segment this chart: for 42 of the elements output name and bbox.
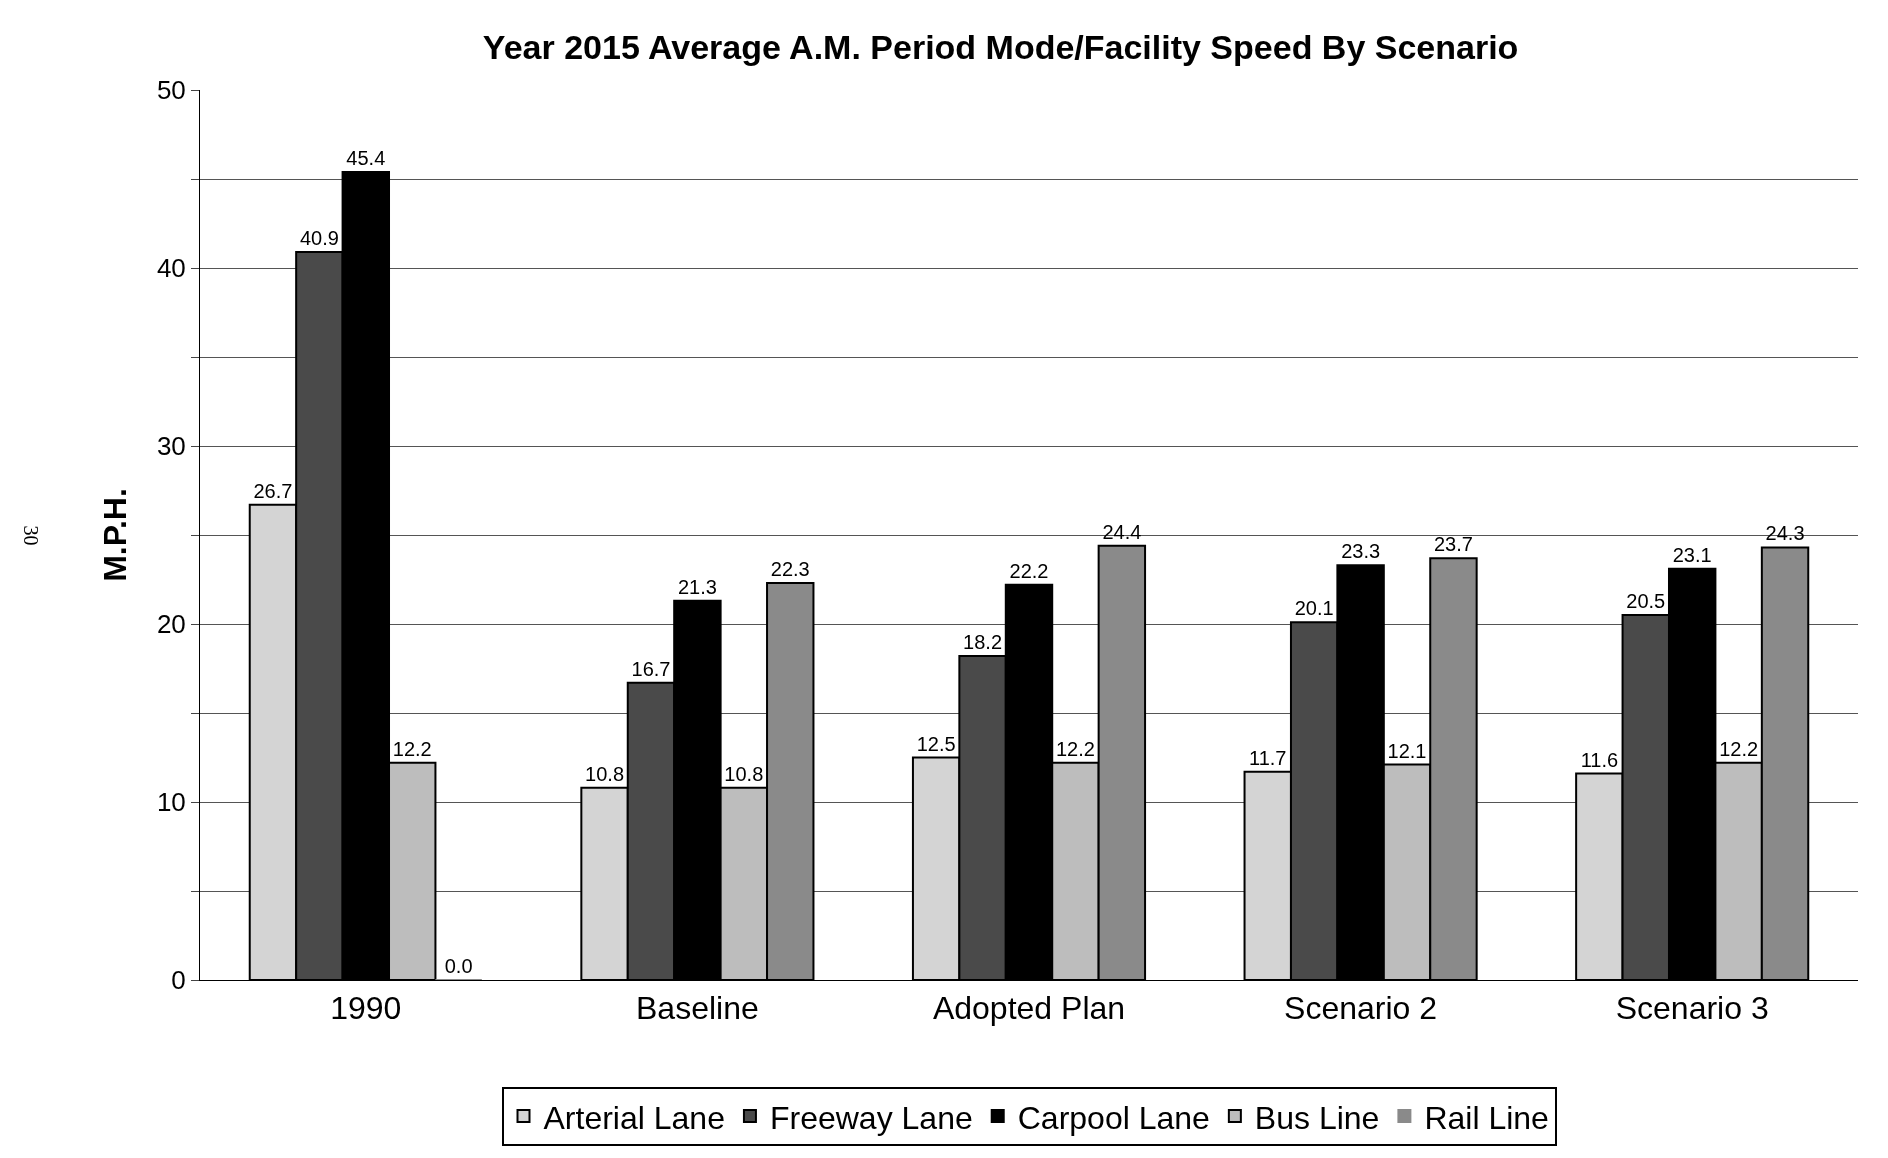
data-label: 21.3: [677, 575, 717, 598]
data-label: 12.5: [916, 732, 956, 755]
y-tick-label: 50: [156, 75, 186, 106]
x-tick-label: 1990: [330, 990, 402, 1027]
data-label: 23.3: [1341, 540, 1381, 563]
legend-label: Bus Line: [1254, 1099, 1380, 1136]
legend-label: Carpool Lane: [1017, 1099, 1210, 1136]
y-axis-title: M.P.H.: [97, 488, 133, 582]
y-tick-label: 20: [156, 609, 186, 640]
data-label: 20.1: [1294, 597, 1334, 620]
data-label: 12.1: [1387, 739, 1427, 762]
data-label: 23.7: [1433, 533, 1473, 556]
chart-title: Year 2015 Average A.M. Period Mode/Facility Speed By Scenario: [482, 27, 1519, 66]
data-label: 12.2: [1055, 737, 1095, 760]
data-label: 22.3: [770, 558, 810, 581]
data-label: 23.1: [1672, 543, 1712, 566]
data-label: 12.2: [392, 737, 432, 760]
legend-label: Arterial Lane: [543, 1099, 725, 1136]
text: 30: [19, 525, 42, 546]
data-label: 12.2: [1719, 737, 1759, 760]
data-label: 22.2: [1009, 559, 1049, 582]
data-label: 26.7: [253, 479, 293, 502]
data-label: 0.0: [444, 955, 473, 977]
data-label: 11.7: [1249, 746, 1287, 769]
data-label: 20.5: [1626, 590, 1666, 613]
data-label: 10.8: [724, 762, 764, 785]
x-tick-label: Baseline: [636, 990, 759, 1027]
legend-label: Rail Line: [1424, 1099, 1549, 1136]
x-tick-label: Adopted Plan: [932, 990, 1126, 1027]
data-label: 45.4: [346, 146, 386, 169]
data-label: 16.7: [631, 657, 671, 680]
data-label: 11.6: [1580, 748, 1619, 771]
y-tick-label: 30: [156, 431, 186, 462]
data-label: 18.2: [963, 631, 1003, 654]
x-tick-label: Scenario 2: [1284, 990, 1438, 1027]
y-tick-label: 40: [156, 253, 186, 284]
data-label: 10.8: [585, 762, 625, 785]
legend-label: Freeway Lane: [769, 1099, 973, 1136]
y-tick-label: 10: [156, 787, 186, 818]
y-tick-label: 0: [171, 965, 186, 996]
data-label: 40.9: [299, 226, 339, 249]
x-tick-label: Scenario 3: [1615, 990, 1769, 1027]
